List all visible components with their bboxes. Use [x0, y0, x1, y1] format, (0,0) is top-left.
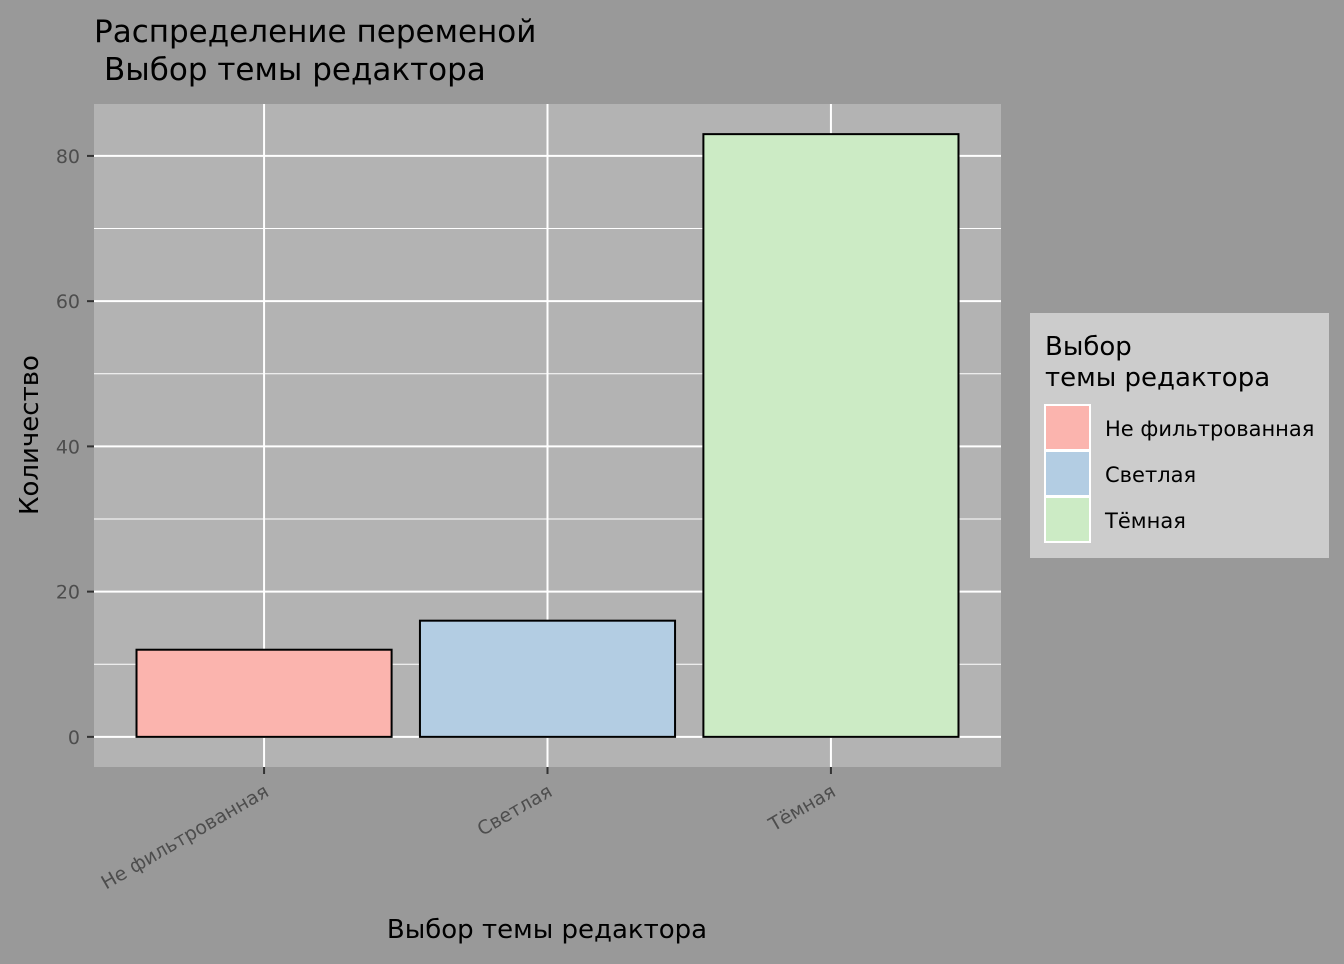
bar: [702, 133, 960, 738]
legend-key: [1044, 496, 1091, 543]
y-axis-title: Количество: [15, 355, 45, 515]
legend-key: [1044, 404, 1091, 451]
y-tick-label: 60: [56, 291, 80, 313]
chart-title: Распределение переменой: [94, 14, 536, 50]
y-tick-label: 80: [56, 146, 80, 168]
legend-label: Не фильтрованная: [1105, 417, 1314, 441]
bar: [135, 648, 393, 738]
bars: [135, 133, 960, 738]
y-tick-label: 40: [56, 436, 80, 458]
legend-title-line-2: темы редактора: [1045, 363, 1270, 393]
chart-subtitle: Выбор темы редактора: [104, 52, 486, 88]
bar: [418, 619, 677, 738]
legend-label: Тёмная: [1104, 509, 1186, 533]
y-tick-label: 20: [56, 582, 80, 604]
y-axis: 0 20 40 60 80: [56, 146, 94, 749]
legend-key: [1044, 450, 1091, 497]
legend: Выбор темы редактора Не фильтрованная Све…: [1030, 313, 1329, 558]
y-tick-label: 0: [68, 727, 80, 749]
legend-items: Не фильтрованная Светлая Тёмная: [1044, 404, 1314, 543]
legend-title-line-1: Выбор: [1045, 332, 1132, 362]
legend-label: Светлая: [1105, 463, 1196, 487]
x-axis-title: Выбор темы редактора: [387, 915, 707, 945]
